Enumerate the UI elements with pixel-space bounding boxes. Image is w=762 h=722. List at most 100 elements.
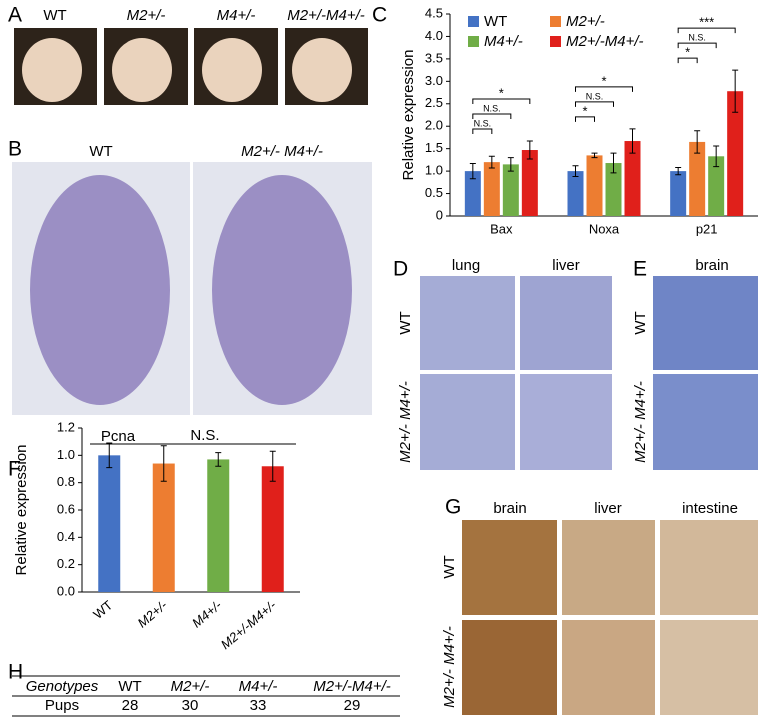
significance-bracket xyxy=(575,116,595,122)
micrograph xyxy=(462,620,557,715)
panel-letter: H xyxy=(8,661,23,684)
tissue xyxy=(212,175,352,405)
genotype-label: M4+/- xyxy=(217,7,256,24)
y-tick-label: 4.0 xyxy=(425,28,443,43)
panel-letter: F xyxy=(8,458,21,481)
row-label: WT xyxy=(441,555,458,578)
micrograph xyxy=(653,276,758,370)
panel-letter: G xyxy=(445,496,461,519)
error-bar xyxy=(507,157,514,172)
micrograph xyxy=(420,276,515,370)
bar xyxy=(261,466,284,592)
embryo xyxy=(292,38,352,102)
genotype-label: WT xyxy=(43,7,66,24)
legend-label: M2+/- xyxy=(566,13,605,30)
bar xyxy=(605,163,622,216)
panel-a-images xyxy=(14,28,368,105)
significance-label: * xyxy=(685,45,690,60)
y-tick-label: 3.0 xyxy=(425,73,443,88)
significance-bracket xyxy=(677,57,698,64)
y-tick-label: 2.0 xyxy=(425,118,443,133)
x-tick-label: M2+/- xyxy=(135,597,171,631)
legend-swatch xyxy=(550,16,561,27)
row-label: M2+/- M4+/- xyxy=(397,381,414,463)
bar xyxy=(502,164,519,216)
table-header: Genotypes xyxy=(26,678,99,695)
row-label: WT xyxy=(632,311,649,334)
significance-bracket xyxy=(575,101,614,107)
bar xyxy=(152,463,175,592)
panel-letter: B xyxy=(8,138,22,161)
micrograph xyxy=(520,276,612,370)
legend-label: M4+/- xyxy=(484,33,523,50)
embryo xyxy=(202,38,262,102)
column-label: brain xyxy=(695,257,728,274)
micrograph xyxy=(462,520,557,615)
legend-swatch xyxy=(468,36,479,47)
error-bar xyxy=(160,445,167,482)
table-cell: 28 xyxy=(122,697,139,714)
y-tick-label: 0 xyxy=(436,207,443,222)
bar xyxy=(624,141,641,216)
y-tick-label: 1.2 xyxy=(57,419,75,434)
significance-label: * xyxy=(499,85,504,100)
y-tick-label: 1.0 xyxy=(57,447,75,462)
column-label: intestine xyxy=(682,500,738,517)
y-tick-label: 1.0 xyxy=(425,163,443,178)
embryo xyxy=(112,38,172,102)
significance-label: * xyxy=(601,73,606,88)
bar xyxy=(464,171,481,216)
y-tick-label: 0.2 xyxy=(57,556,75,571)
error-bar xyxy=(591,152,598,159)
table-header: WT xyxy=(118,678,141,695)
legend-label: M2+/-M4+/- xyxy=(566,33,644,50)
bar xyxy=(670,171,687,216)
column-label: lung xyxy=(452,257,480,274)
bar xyxy=(98,455,121,592)
x-tick-label: Noxa xyxy=(589,221,620,236)
error-bar xyxy=(629,128,636,154)
error-bar xyxy=(469,162,476,180)
significance-label: * xyxy=(582,103,587,118)
panel-letter: E xyxy=(633,258,647,281)
significance-bracket xyxy=(677,42,717,49)
panel-letter: A xyxy=(8,4,22,27)
error-bar xyxy=(713,145,720,168)
x-tick-label: M4+/- xyxy=(189,597,225,631)
x-tick-label: WT xyxy=(90,597,115,622)
row-label: WT xyxy=(397,311,414,334)
panel-letter: C xyxy=(372,4,387,27)
significance-bracket xyxy=(575,86,633,92)
significance-label: N.S. xyxy=(474,118,492,128)
error-bar xyxy=(488,155,495,169)
micrograph xyxy=(520,374,612,470)
bar xyxy=(727,91,744,216)
table-header: M2+/-M4+/- xyxy=(313,678,391,695)
genotype-label: M2+/- M4+/- xyxy=(241,143,323,160)
legend-swatch xyxy=(468,16,479,27)
bar xyxy=(483,162,500,216)
error-bar xyxy=(526,140,533,160)
y-axis-label: Relative expression xyxy=(400,50,417,181)
y-axis-label: Relative expression xyxy=(13,445,30,576)
tissue xyxy=(30,175,170,405)
significance-label: N.S. xyxy=(483,103,501,113)
micrograph xyxy=(562,620,655,715)
error-bar xyxy=(732,69,739,113)
significance-bracket xyxy=(677,27,736,34)
y-tick-label: 3.5 xyxy=(425,50,443,65)
bar xyxy=(567,171,584,216)
x-tick-label: M2+/-M4+/- xyxy=(218,597,280,652)
y-tick-label: 0.0 xyxy=(57,583,75,598)
significance-bracket xyxy=(472,98,531,105)
significance-label: N.S. xyxy=(688,32,706,42)
y-tick-label: 0.5 xyxy=(425,185,443,200)
x-tick-label: p21 xyxy=(696,221,718,236)
bar xyxy=(586,155,603,216)
table-rules xyxy=(12,675,400,717)
error-bar xyxy=(675,167,682,176)
column-label: liver xyxy=(552,257,580,274)
table-cell: 33 xyxy=(250,697,267,714)
error-bar xyxy=(106,442,113,469)
